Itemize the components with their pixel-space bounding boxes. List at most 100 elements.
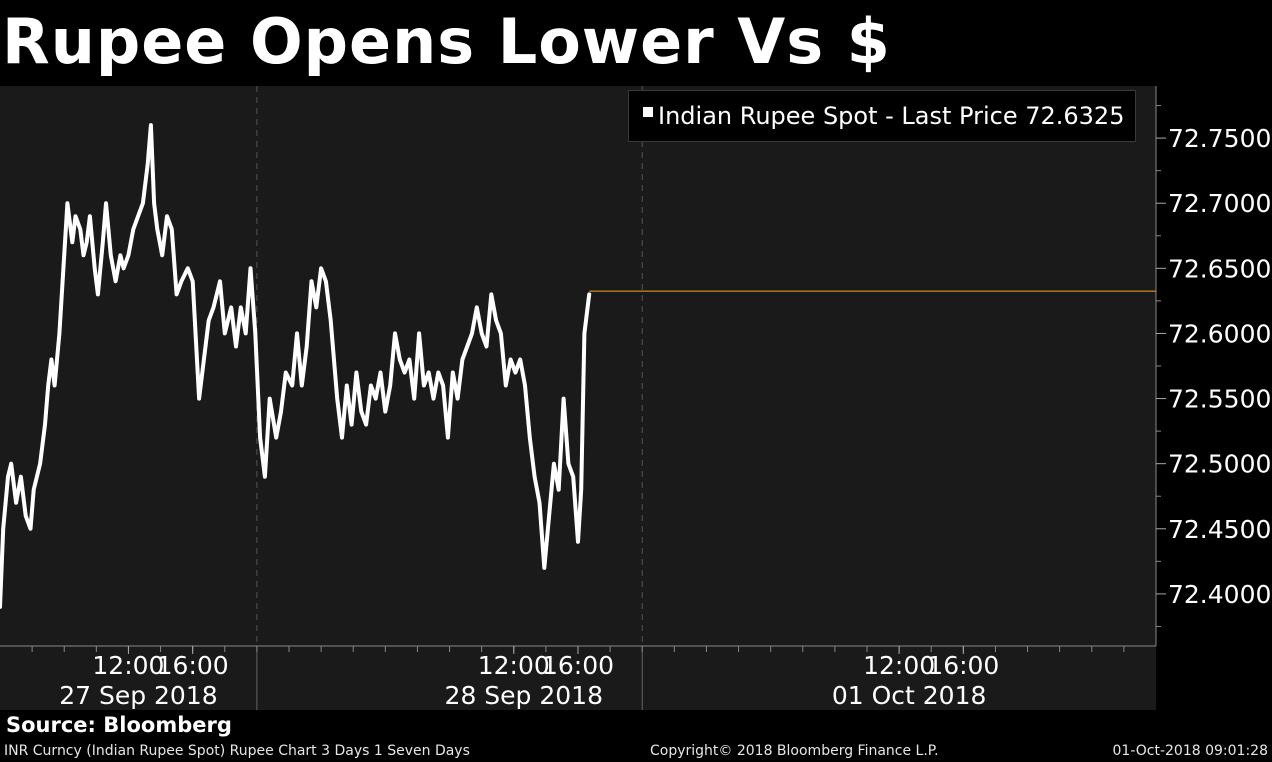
source-label: Source: Bloomberg — [6, 713, 232, 737]
data-point — [576, 540, 580, 544]
data-point — [542, 566, 546, 570]
data-point — [109, 253, 113, 257]
data-point — [422, 384, 426, 388]
data-point — [295, 331, 299, 335]
data-point — [38, 462, 42, 466]
data-point — [523, 384, 527, 388]
data-point — [398, 357, 402, 361]
x-tick-label: 12:00 — [863, 651, 935, 680]
data-point — [562, 397, 566, 401]
data-point — [14, 501, 18, 505]
data-point — [314, 305, 318, 309]
data-point — [191, 279, 195, 283]
data-point — [253, 331, 257, 335]
data-point — [335, 397, 339, 401]
data-point — [96, 292, 100, 296]
data-point — [279, 410, 283, 414]
data-point — [78, 227, 82, 231]
data-point — [345, 384, 349, 388]
x-day-label: 27 Sep 2018 — [59, 681, 217, 710]
data-point — [160, 253, 164, 257]
y-tick-label: 72.6500 — [1168, 254, 1271, 283]
data-point — [393, 331, 397, 335]
data-point — [149, 123, 153, 127]
x-tick-label: 16:00 — [542, 651, 614, 680]
data-point — [309, 279, 313, 283]
y-tick-label: 72.5500 — [1168, 385, 1271, 414]
data-point — [552, 462, 556, 466]
data-point — [446, 436, 450, 440]
data-point — [0, 605, 2, 609]
data-point — [244, 331, 248, 335]
data-point — [234, 344, 238, 348]
data-point — [65, 201, 69, 205]
data-point — [6, 475, 10, 479]
data-point — [537, 501, 541, 505]
data-point — [9, 462, 13, 466]
data-point — [93, 266, 97, 270]
footer-copyright: Copyright© 2018 Bloomberg Finance L.P. — [650, 743, 939, 759]
data-point — [547, 514, 551, 518]
data-point — [175, 292, 179, 296]
data-point — [329, 318, 333, 322]
data-point — [300, 384, 304, 388]
data-point — [290, 384, 294, 388]
data-point — [432, 397, 435, 401]
data-point — [155, 227, 159, 231]
data-point — [32, 488, 36, 492]
x-tick-label: 12:00 — [478, 651, 550, 680]
y-tick-label: 72.5000 — [1168, 450, 1271, 479]
data-point — [122, 266, 126, 270]
data-point — [460, 357, 464, 361]
data-point — [43, 423, 47, 427]
y-tick-label: 72.4500 — [1168, 515, 1271, 544]
data-point — [70, 240, 74, 244]
data-point — [131, 227, 135, 231]
data-point — [170, 227, 174, 231]
data-point — [53, 384, 57, 388]
chart-area: 12:00 16:00 12:00 16:00 12:00 16:00 27 Sep 201… — [0, 86, 1272, 712]
data-point — [451, 371, 455, 375]
data-point — [202, 357, 206, 361]
data-point — [85, 240, 89, 244]
data-point — [499, 331, 503, 335]
x-tick-label: 16:00 — [157, 651, 229, 680]
legend: Indian Rupee Spot - Last Price 72.6325 — [628, 90, 1136, 142]
data-point — [533, 475, 537, 479]
y-tick-label: 72.7000 — [1168, 189, 1271, 218]
data-point — [407, 357, 411, 361]
data-point — [126, 253, 130, 257]
data-point — [364, 423, 368, 427]
data-point — [579, 488, 583, 492]
data-point — [566, 462, 570, 466]
data-point — [354, 371, 358, 375]
data-point — [248, 266, 252, 270]
data-point — [340, 436, 344, 440]
data-point — [114, 279, 118, 283]
y-tick-label: 72.7500 — [1168, 124, 1271, 153]
data-point — [19, 475, 23, 479]
data-point — [1, 527, 5, 531]
x-day-label: 01 Oct 2018 — [832, 681, 987, 710]
data-point — [528, 436, 532, 440]
data-point — [73, 214, 77, 218]
data-point — [268, 397, 272, 401]
data-point — [165, 214, 169, 218]
data-point — [557, 488, 561, 492]
legend-swatch — [643, 107, 653, 117]
legend-label: Indian Rupee Spot - Last Price 72.6325 — [658, 102, 1125, 130]
data-point — [284, 371, 288, 375]
data-point — [101, 240, 105, 244]
data-point — [480, 331, 484, 335]
data-point — [484, 344, 488, 348]
x-day-label: 28 Sep 2018 — [445, 681, 603, 710]
data-point — [81, 253, 85, 257]
data-point — [427, 371, 431, 375]
plot-background — [0, 86, 1156, 710]
data-point — [475, 305, 479, 309]
data-point — [359, 410, 363, 414]
data-point — [489, 292, 493, 296]
data-point — [136, 214, 140, 218]
data-point — [218, 279, 222, 283]
data-point — [504, 384, 508, 388]
